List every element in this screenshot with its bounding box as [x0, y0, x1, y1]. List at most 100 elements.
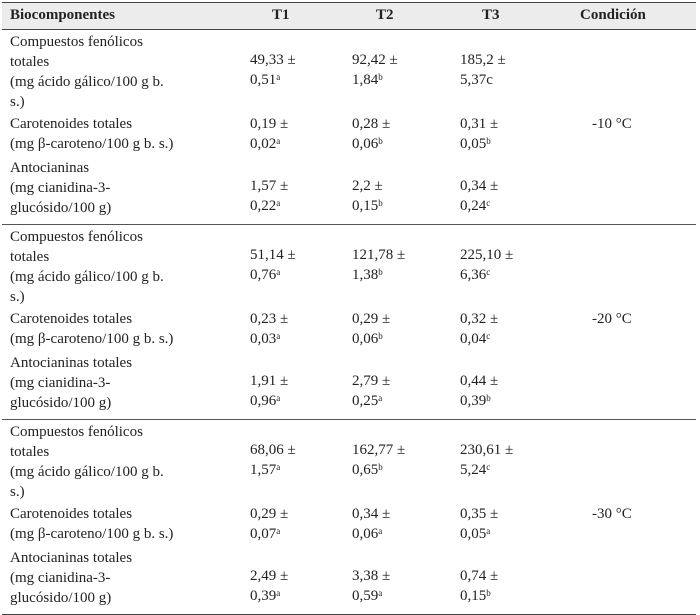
condition-label: -10 °C [592, 116, 632, 132]
sd-value: 0,06a [352, 524, 390, 544]
sd-number: 0,65 [352, 462, 379, 478]
biocomponent-line: glucósido/100 g) [10, 395, 112, 411]
biocomponent-name: Carotenoides totales (mg β-caroteno/100 g… [10, 114, 173, 154]
biocomponent-line: Carotenoides totales [10, 506, 133, 522]
sd-value: 0,22a [250, 196, 288, 216]
sd-value: 1,84b [352, 70, 398, 90]
t1-value: 0,29 ± 0,07a [250, 504, 288, 544]
t2-value: 121,78 ± 1,38b [352, 245, 405, 285]
sd-number: 0,25 [352, 393, 379, 409]
mean-value: 0,74 ± [460, 568, 499, 584]
mean-value: 0,29 ± [352, 311, 391, 327]
t3-value: 230,61 ± 5,24c [460, 440, 513, 480]
mean-value: 0,23 ± [250, 311, 289, 327]
t3-value: 225,10 ± 6,36c [460, 245, 513, 285]
t1-value: 0,23 ± 0,03a [250, 309, 288, 349]
biocomponent-line: (mg β-caroteno/100 g b. s.) [10, 526, 174, 542]
mean-value: 0,35 ± [460, 506, 499, 522]
condition-label: -20 °C [592, 311, 632, 327]
biocomponent-line: totales [10, 54, 50, 70]
sd-value: 6,36c [460, 265, 513, 285]
mean-value: 0,44 ± [460, 373, 499, 389]
t2-value: 2,2 ± 0,15b [352, 176, 383, 216]
sd-value: 5,37c [460, 70, 506, 90]
sd-value: 0,39b [460, 391, 498, 411]
t3-value: 0,74 ± 0,15b [460, 566, 498, 606]
significance-letter: c [486, 462, 491, 472]
t3-value: 0,34 ± 0,24c [460, 176, 498, 216]
biocomponent-name: Antocianinas totales (mg cianidina-3- gluc… [10, 353, 132, 413]
biocomponent-name: Compuestos fenólicos totales (mg ácido gá… [10, 227, 164, 307]
biocomponent-line: Antocianinas [10, 160, 90, 176]
table-body: Compuestos fenólicos totales (mg ácido gá… [2, 30, 696, 615]
header-t1: T1 [272, 7, 290, 23]
sd-value: 0,06b [352, 134, 390, 154]
t1-value: 1,57 ± 0,22a [250, 176, 288, 216]
mean-value: 0,32 ± [460, 311, 499, 327]
biocomponent-name: Compuestos fenólicos totales (mg ácido gá… [10, 422, 164, 502]
condition-group: Compuestos fenólicos totales (mg ácido gá… [2, 30, 696, 225]
biocomponent-line: totales [10, 249, 50, 265]
significance-letter: a [276, 462, 281, 472]
sd-number: 1,57 [250, 462, 277, 478]
mean-value: 0,19 ± [250, 116, 289, 132]
significance-letter: a [276, 72, 281, 82]
mean-value: 1,91 ± [250, 373, 289, 389]
sd-number: 5,24 [460, 462, 487, 478]
t1-value: 51,14 ± 0,76a [250, 245, 296, 285]
sd-number: 1,38 [352, 267, 379, 283]
sd-value: 0,15b [352, 196, 383, 216]
sd-value: 0,02a [250, 134, 288, 154]
biocomponent-name: Carotenoides totales (mg β-caroteno/100 g… [10, 504, 173, 544]
sd-value: 1,57a [250, 460, 296, 480]
mean-value: 2,2 ± [352, 178, 383, 194]
mean-value: 92,42 ± [352, 52, 398, 68]
mean-value: 0,28 ± [352, 116, 391, 132]
mean-value: 225,10 ± [460, 247, 514, 263]
mean-value: 49,33 ± [250, 52, 296, 68]
condition-label: -30 °C [592, 506, 632, 522]
mean-value: 0,34 ± [460, 178, 499, 194]
sd-number: 0,39 [460, 393, 487, 409]
t1-value: 49,33 ± 0,51a [250, 50, 296, 90]
sd-number: 5,37c [460, 72, 493, 88]
sd-value: 0,05a [460, 524, 498, 544]
sd-number: 0,51 [250, 72, 277, 88]
significance-letter: a [276, 588, 281, 598]
significance-letter: a [276, 267, 281, 277]
sd-number: 0,76 [250, 267, 277, 283]
biocomponent-line: s.) [10, 484, 25, 500]
biocomponent-name: Antocianinas totales (mg cianidina-3- gluc… [10, 548, 132, 608]
condition-group: Compuestos fenólicos totales (mg ácido gá… [2, 420, 696, 615]
mean-value: 0,29 ± [250, 506, 289, 522]
t1-value: 0,19 ± 0,02a [250, 114, 288, 154]
biocomponent-line: Compuestos fenólicos [10, 34, 143, 50]
t2-value: 92,42 ± 1,84b [352, 50, 398, 90]
sd-value: 0,96a [250, 391, 288, 411]
t3-value: 0,31 ± 0,05b [460, 114, 498, 154]
t3-value: 0,32 ± 0,04c [460, 309, 498, 349]
significance-letter: a [378, 588, 383, 598]
biocomponent-line: (mg ácido gálico/100 g b. [10, 269, 164, 285]
t2-value: 0,28 ± 0,06b [352, 114, 390, 154]
significance-letter: c [486, 267, 491, 277]
t2-value: 3,38 ± 0,59a [352, 566, 390, 606]
significance-letter: c [486, 198, 491, 208]
biocomponent-name: Carotenoides totales (mg β-caroteno/100 g… [10, 309, 173, 349]
significance-letter: a [276, 198, 281, 208]
significance-letter: b [378, 267, 383, 277]
sd-number: 6,36 [460, 267, 487, 283]
sd-number: 0,02 [250, 136, 277, 152]
sd-number: 0,04 [460, 331, 487, 347]
significance-letter: b [378, 72, 383, 82]
t1-value: 1,91 ± 0,96a [250, 371, 288, 411]
t1-value: 68,06 ± 1,57a [250, 440, 296, 480]
biocomponent-line: (mg β-caroteno/100 g b. s.) [10, 136, 174, 152]
biocomponent-line: Compuestos fenólicos [10, 229, 143, 245]
sd-number: 0,15 [460, 588, 487, 604]
biocomponent-line: Carotenoides totales [10, 116, 133, 132]
significance-letter: c [486, 331, 491, 341]
header-biocomponentes: Biocomponentes [10, 7, 115, 23]
t3-value: 185,2 ± 5,37c [460, 50, 506, 90]
significance-letter: b [486, 393, 491, 403]
